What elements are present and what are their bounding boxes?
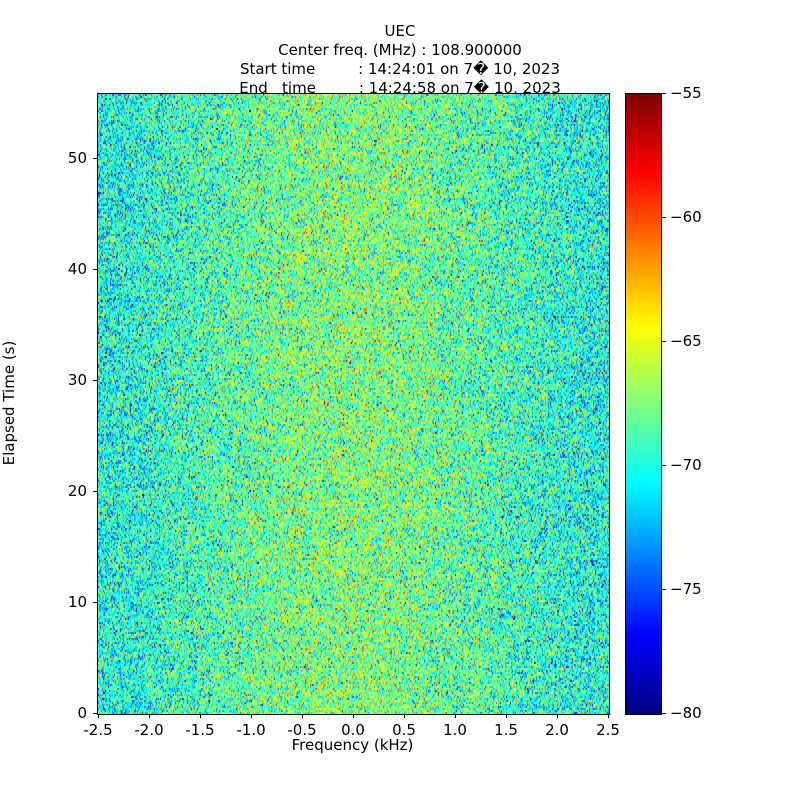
colorbar-tick [662, 93, 666, 94]
title-line-end-time: End time : 14:24:58 on 7� 10, 2023 [239, 79, 561, 97]
y-axis-tick-label: 30 [67, 371, 87, 390]
colorbar [625, 93, 662, 715]
title-line-center-freq: Center freq. (MHz) : 108.900000 [278, 41, 522, 59]
colorbar-tick-label: −55 [670, 84, 702, 102]
y-axis-tick-label: 20 [67, 482, 87, 501]
colorbar-tick [662, 217, 666, 218]
x-axis-tick-label: -1.5 [185, 721, 215, 739]
title-line-station: UEC [384, 22, 416, 40]
y-axis-tick [93, 158, 97, 160]
x-axis-tick-label: 2.0 [545, 721, 569, 739]
x-axis-tick [251, 714, 252, 718]
x-axis-tick-label: 1.0 [443, 721, 467, 739]
figure-title: UEC Center freq. (MHz) : 108.900000 Star… [0, 22, 800, 98]
x-axis-tick-label: 0.0 [341, 721, 365, 739]
x-axis-tick-label: -2.0 [134, 721, 164, 739]
x-axis-tick-label: 0.5 [392, 721, 416, 739]
y-axis-tick [93, 602, 97, 604]
x-axis-tick-label: 1.5 [494, 721, 518, 739]
y-axis-tick-label: 10 [67, 593, 87, 612]
title-line-start-time: Start time : 14:24:01 on 7� 10, 2023 [239, 60, 561, 78]
x-axis-tick-label: 2.5 [596, 721, 620, 739]
x-axis-tick [455, 714, 456, 718]
colorbar-tick [662, 341, 666, 342]
x-axis-tick [353, 714, 354, 718]
spectrogram-plot-area [97, 93, 610, 715]
x-axis-tick-label: -2.5 [83, 721, 113, 739]
x-axis-tick-label: -1.0 [236, 721, 266, 739]
colorbar-tick-label: −80 [670, 704, 702, 722]
colorbar-gradient [626, 94, 661, 714]
x-axis-tick [608, 714, 609, 718]
colorbar-tick-label: −75 [670, 580, 702, 598]
x-axis-tick [200, 714, 201, 718]
y-axis-tick-label: 50 [67, 149, 87, 168]
colorbar-tick [662, 713, 666, 714]
y-axis-tick [93, 269, 97, 271]
y-axis-label: Elapsed Time (s) [0, 340, 18, 466]
y-axis-tick [93, 713, 97, 714]
y-axis-tick [93, 380, 97, 382]
x-axis-tick [98, 714, 99, 718]
colorbar-tick-label: −65 [670, 332, 702, 350]
colorbar-tick [662, 589, 666, 590]
colorbar-tick-label: −60 [670, 208, 702, 226]
x-axis-tick-label: -0.5 [287, 721, 317, 739]
x-axis-tick [149, 714, 150, 718]
colorbar-tick [662, 465, 666, 466]
y-axis-tick [93, 491, 97, 493]
colorbar-tick-label: −70 [670, 456, 702, 474]
x-axis-tick [302, 714, 303, 718]
x-axis-tick [404, 714, 405, 718]
x-axis-tick [557, 714, 558, 718]
x-axis-tick [506, 714, 507, 718]
spectrogram-image [98, 94, 609, 714]
y-axis-tick-label: 0 [77, 704, 87, 722]
y-axis-tick-label: 40 [67, 260, 87, 279]
x-axis-label: Frequency (kHz) [291, 736, 414, 754]
